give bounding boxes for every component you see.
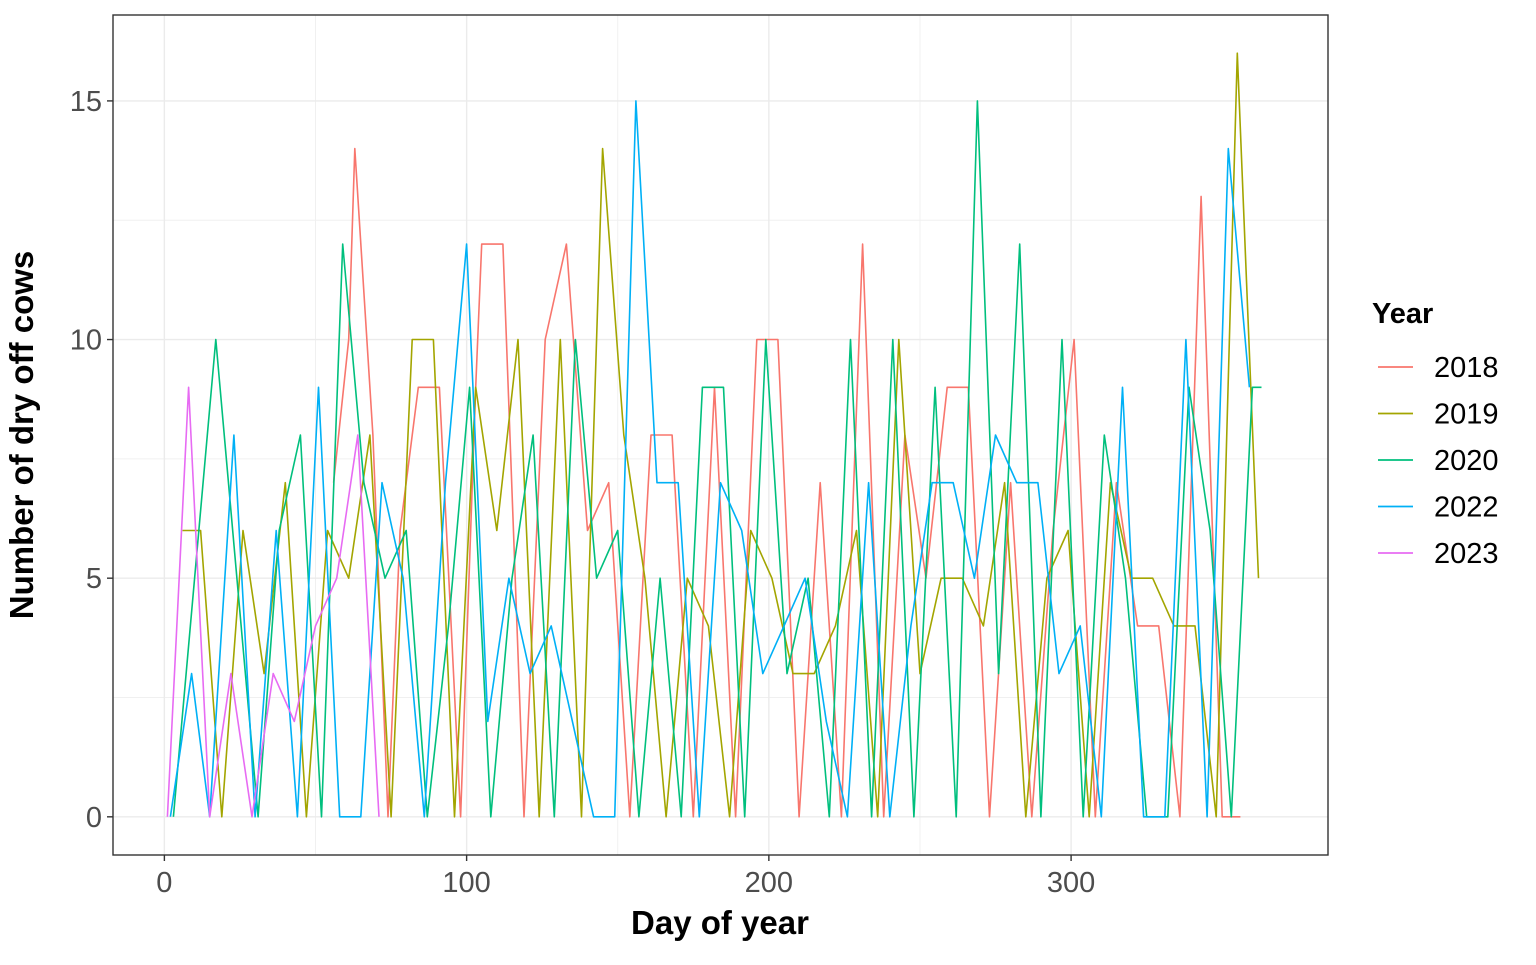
legend-item-2019: 2019 bbox=[1378, 399, 1499, 431]
y-tick-label: 10 bbox=[70, 325, 102, 357]
legend-item-2022: 2022 bbox=[1378, 492, 1499, 524]
legend-item-2020: 2020 bbox=[1378, 445, 1499, 477]
legend: Year 2018 2019 2020 2022 2023 bbox=[1372, 298, 1499, 570]
y-tick-label: 5 bbox=[86, 563, 102, 595]
y-axis-title: Number of dry off cows bbox=[3, 251, 40, 620]
legend-item-2023: 2023 bbox=[1378, 538, 1499, 570]
legend-item-2018: 2018 bbox=[1378, 352, 1499, 384]
grid bbox=[113, 15, 1328, 855]
series-lines bbox=[166, 52, 1262, 818]
panel-border bbox=[112, 14, 1329, 856]
series-line-2023 bbox=[166, 386, 380, 818]
x-tick-label: 300 bbox=[1047, 867, 1095, 899]
y-tick-label: 15 bbox=[70, 86, 102, 118]
axes: 0 100 200 300 0 5 10 15 bbox=[70, 86, 1096, 899]
x-tick-label: 0 bbox=[156, 867, 172, 899]
x-tick-label: 100 bbox=[442, 867, 490, 899]
x-axis-title: Day of year bbox=[631, 904, 809, 941]
series-line-2019 bbox=[182, 52, 1260, 818]
series-line-2020 bbox=[172, 100, 1262, 818]
legend-label-2020: 2020 bbox=[1434, 445, 1499, 477]
x-tick-label: 200 bbox=[745, 867, 793, 899]
legend-items: 2018 2019 2020 2022 2023 bbox=[1378, 352, 1499, 570]
legend-label-2022: 2022 bbox=[1434, 492, 1499, 524]
legend-label-2019: 2019 bbox=[1434, 399, 1499, 431]
series-line-2018 bbox=[332, 147, 1241, 818]
legend-label-2018: 2018 bbox=[1434, 352, 1499, 384]
y-tick-label: 0 bbox=[86, 802, 102, 834]
legend-title: Year bbox=[1372, 298, 1433, 330]
series-line-2022 bbox=[169, 100, 1251, 818]
legend-label-2023: 2023 bbox=[1434, 538, 1499, 570]
